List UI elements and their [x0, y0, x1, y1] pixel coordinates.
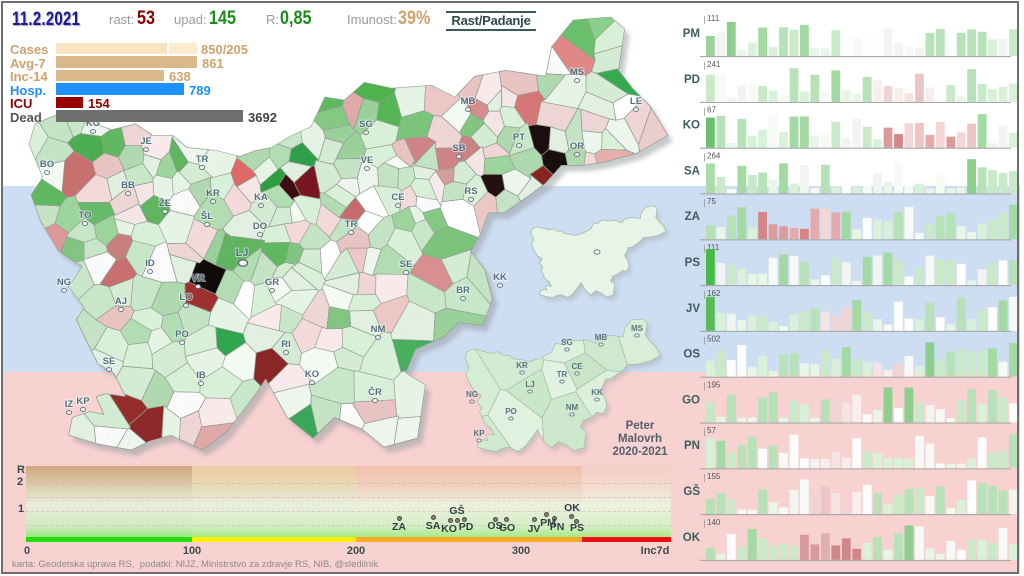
svg-text:CE: CE: [571, 362, 583, 371]
svg-text:PO: PO: [505, 407, 517, 416]
svg-text:ZA: ZA: [685, 211, 700, 223]
svg-text:CE: CE: [391, 192, 404, 203]
svg-text:PM: PM: [683, 28, 700, 40]
svg-text:PS: PS: [685, 257, 701, 269]
svg-text:KK: KK: [493, 272, 507, 283]
svg-text:SE: SE: [103, 356, 116, 367]
svg-text:ID: ID: [145, 258, 155, 269]
svg-text:MS: MS: [631, 324, 644, 333]
svg-text:IB: IB: [196, 370, 206, 381]
svg-text:TR: TR: [345, 219, 358, 230]
svg-text:241: 241: [707, 60, 721, 69]
svg-text:ŠL: ŠL: [201, 210, 213, 222]
svg-text:111: 111: [707, 243, 720, 252]
svg-text:JE: JE: [140, 136, 152, 147]
svg-text:OR: OR: [570, 141, 584, 152]
svg-text:SA: SA: [684, 165, 700, 177]
svg-text:SE: SE: [400, 259, 413, 270]
svg-text:SG: SG: [561, 338, 573, 347]
svg-text:LJ: LJ: [236, 247, 249, 259]
svg-text:LE: LE: [630, 96, 642, 107]
svg-text:BR: BR: [456, 285, 470, 296]
svg-text:57: 57: [707, 426, 716, 435]
svg-text:RI: RI: [281, 339, 291, 350]
svg-text:OK: OK: [683, 532, 701, 544]
svg-text:PO: PO: [175, 329, 189, 340]
svg-text:AJ: AJ: [115, 296, 127, 307]
svg-text:NG: NG: [57, 277, 71, 288]
svg-text:SB: SB: [452, 143, 465, 154]
svg-text:SG: SG: [359, 119, 373, 130]
svg-text:PT: PT: [513, 132, 525, 143]
svg-text:TR: TR: [196, 154, 209, 165]
svg-text:VE: VE: [361, 155, 374, 166]
svg-text:RS: RS: [464, 186, 477, 197]
svg-text:BO: BO: [40, 159, 54, 170]
svg-text:155: 155: [707, 472, 721, 481]
svg-text:JV: JV: [686, 303, 700, 315]
svg-text:LO: LO: [179, 292, 192, 303]
svg-text:MB: MB: [461, 96, 476, 107]
svg-text:TR: TR: [557, 370, 568, 379]
svg-text:502: 502: [707, 335, 721, 344]
svg-text:LJ: LJ: [525, 380, 534, 389]
svg-text:KO: KO: [683, 120, 700, 132]
svg-text:DO: DO: [253, 221, 267, 232]
svg-text:KR: KR: [516, 361, 528, 370]
svg-text:KP: KP: [473, 429, 485, 438]
svg-text:KO: KO: [305, 369, 319, 380]
svg-text:KK: KK: [591, 388, 603, 397]
svg-text:TO: TO: [78, 210, 91, 221]
svg-text:264: 264: [707, 151, 721, 160]
svg-text:BB: BB: [121, 180, 135, 191]
svg-text:GO: GO: [682, 394, 700, 406]
svg-text:111: 111: [707, 14, 720, 23]
svg-text:MS: MS: [570, 67, 584, 78]
svg-text:GŠ: GŠ: [683, 485, 700, 498]
svg-text:KP: KP: [76, 396, 90, 407]
svg-text:140: 140: [707, 518, 721, 527]
svg-text:IZ: IZ: [65, 399, 74, 410]
svg-text:NM: NM: [371, 324, 386, 335]
svg-text:OS: OS: [683, 349, 700, 361]
svg-text:ČR: ČR: [368, 386, 382, 398]
svg-text:162: 162: [707, 289, 721, 298]
svg-text:75: 75: [707, 197, 716, 206]
svg-text:67: 67: [707, 106, 716, 115]
svg-text:KR: KR: [206, 188, 220, 199]
svg-text:VR: VR: [191, 273, 204, 284]
svg-text:ŽE: ŽE: [159, 197, 171, 209]
svg-text:195: 195: [707, 380, 721, 389]
svg-text:GR: GR: [265, 277, 279, 288]
svg-text:NG: NG: [466, 390, 478, 399]
svg-text:NM: NM: [566, 403, 579, 412]
svg-text:PN: PN: [684, 440, 700, 452]
svg-text:KA: KA: [254, 192, 268, 203]
svg-text:PD: PD: [684, 74, 700, 86]
svg-text:MB: MB: [595, 333, 608, 342]
